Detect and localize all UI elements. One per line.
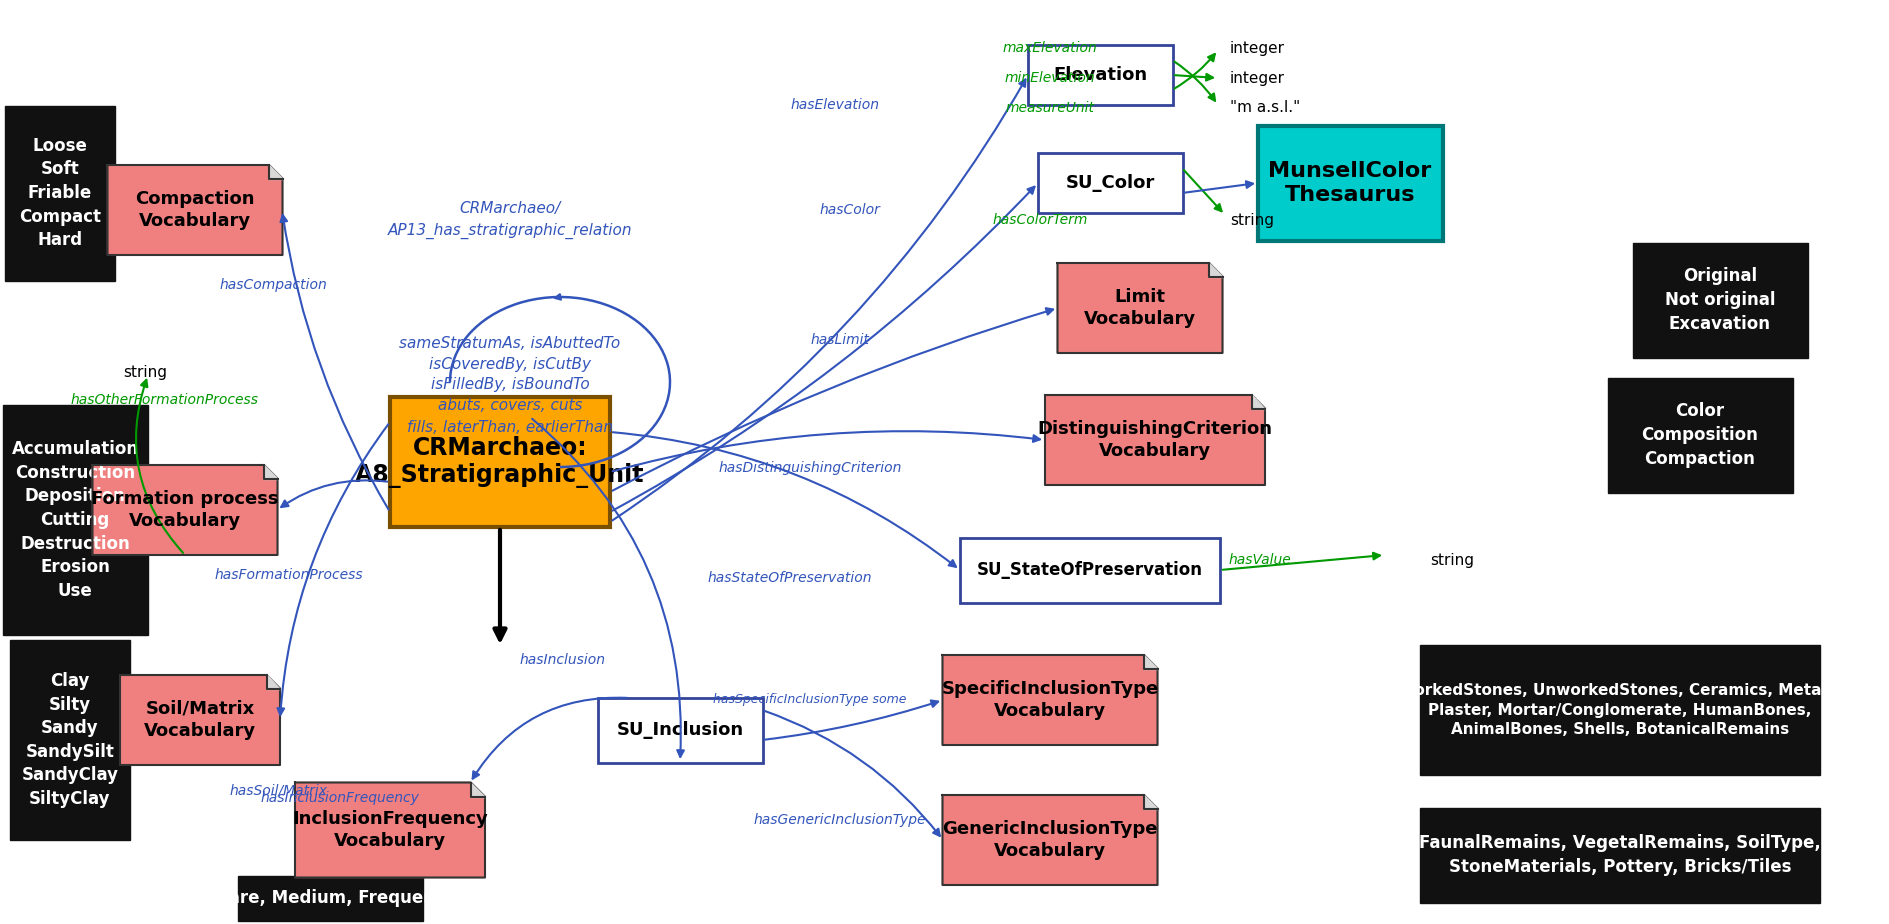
Text: hasSpecificInclusionType some: hasSpecificInclusionType some — [712, 694, 907, 707]
Text: hasInclusionFrequency: hasInclusionFrequency — [261, 791, 419, 805]
FancyBboxPatch shape — [597, 698, 761, 762]
Text: hasCompaction: hasCompaction — [219, 278, 327, 292]
FancyBboxPatch shape — [1419, 645, 1819, 775]
Text: string: string — [123, 364, 166, 380]
Text: Compaction
Vocabulary: Compaction Vocabulary — [136, 190, 255, 230]
Text: minElevation: minElevation — [1005, 71, 1096, 85]
FancyBboxPatch shape — [1632, 242, 1806, 358]
Polygon shape — [268, 165, 281, 178]
Text: string: string — [1430, 553, 1473, 567]
FancyBboxPatch shape — [2, 405, 147, 635]
Text: MunsellColor
Thesaurus: MunsellColor Thesaurus — [1268, 162, 1430, 204]
FancyBboxPatch shape — [238, 876, 423, 920]
Text: SU_StateOfPreservation: SU_StateOfPreservation — [977, 561, 1203, 579]
Text: hasColorTerm: hasColorTerm — [992, 213, 1086, 227]
Text: maxElevation: maxElevation — [1001, 41, 1098, 55]
FancyBboxPatch shape — [1419, 808, 1819, 903]
Polygon shape — [943, 655, 1156, 745]
Text: Rare, Medium, Frequent: Rare, Medium, Frequent — [217, 889, 444, 907]
Polygon shape — [1143, 655, 1156, 668]
FancyBboxPatch shape — [389, 397, 610, 527]
Text: Elevation: Elevation — [1052, 66, 1147, 84]
Polygon shape — [93, 465, 278, 555]
Text: hasGenericInclusionType: hasGenericInclusionType — [754, 813, 926, 827]
Text: hasColor: hasColor — [820, 203, 880, 217]
Text: DistinguishingCriterion
Vocabulary: DistinguishingCriterion Vocabulary — [1037, 419, 1271, 460]
Polygon shape — [470, 783, 485, 796]
Text: hasInclusion: hasInclusion — [519, 653, 606, 667]
Text: CRMarchaeo/
AP13_has_stratigraphic_relation: CRMarchaeo/ AP13_has_stratigraphic_relat… — [387, 201, 633, 238]
Text: hasDistinguishingCriterion: hasDistinguishingCriterion — [718, 461, 901, 475]
Text: "m a.s.l.": "m a.s.l." — [1230, 101, 1300, 116]
Text: hasLimit: hasLimit — [810, 333, 869, 347]
Text: Limit
Vocabulary: Limit Vocabulary — [1084, 288, 1196, 328]
Text: integer: integer — [1230, 41, 1285, 55]
Polygon shape — [1209, 263, 1222, 276]
Text: SpecificInclusionType
Vocabulary: SpecificInclusionType Vocabulary — [941, 680, 1158, 720]
Text: Color
Composition
Compaction: Color Composition Compaction — [1642, 402, 1757, 468]
Polygon shape — [264, 465, 278, 479]
Text: integer: integer — [1230, 70, 1285, 86]
Text: Formation process
Vocabulary: Formation process Vocabulary — [91, 490, 278, 530]
Text: string: string — [1230, 213, 1273, 227]
Polygon shape — [119, 675, 280, 765]
Text: WorkedStones, UnworkedStones, Ceramics, Metals,
Plaster, Mortar/Conglomerate, Hu: WorkedStones, UnworkedStones, Ceramics, … — [1398, 683, 1840, 737]
Polygon shape — [295, 783, 485, 878]
Text: hasOtherFormationProcess: hasOtherFormationProcess — [72, 393, 259, 407]
Text: hasSoil/Matrix: hasSoil/Matrix — [230, 783, 329, 797]
FancyBboxPatch shape — [1037, 153, 1183, 213]
Polygon shape — [1045, 395, 1264, 485]
Text: Accumulation
Construction
Deposition
Cutting
Destruction
Erosion
Use: Accumulation Construction Deposition Cut… — [11, 440, 138, 600]
Text: hasElevation: hasElevation — [790, 98, 878, 112]
Text: Clay
Silty
Sandy
SandySilt
SandyClay
SiltyClay: Clay Silty Sandy SandySilt SandyClay Sil… — [21, 672, 119, 808]
FancyBboxPatch shape — [6, 105, 115, 281]
Text: hasFormationProcess: hasFormationProcess — [215, 568, 363, 582]
FancyBboxPatch shape — [9, 640, 130, 840]
Text: CRMarchaeo:
A8_Stratigraphic_Unit: CRMarchaeo: A8_Stratigraphic_Unit — [355, 435, 644, 489]
Polygon shape — [266, 675, 280, 688]
FancyBboxPatch shape — [960, 538, 1220, 602]
Text: hasStateOfPreservation: hasStateOfPreservation — [706, 571, 873, 585]
Text: Original
Not original
Excavation: Original Not original Excavation — [1664, 267, 1774, 333]
Text: hasValue: hasValue — [1228, 553, 1290, 567]
Text: sameStratumAs, isAbuttedTo
isCoveredBy, isCutBy
isFilledBy, isBoundTo
abuts, cov: sameStratumAs, isAbuttedTo isCoveredBy, … — [399, 335, 620, 434]
Text: Soil/Matrix
Vocabulary: Soil/Matrix Vocabulary — [144, 699, 255, 740]
Polygon shape — [1251, 395, 1264, 408]
Text: measureUnit: measureUnit — [1005, 101, 1094, 115]
Text: Loose
Soft
Friable
Compact
Hard: Loose Soft Friable Compact Hard — [19, 137, 100, 249]
Text: InclusionFrequency
Vocabulary: InclusionFrequency Vocabulary — [293, 810, 487, 850]
FancyBboxPatch shape — [1256, 126, 1441, 240]
Polygon shape — [1058, 263, 1222, 353]
Text: FaunalRemains, VegetalRemains, SoilType,
StoneMaterials, Pottery, Bricks/Tiles: FaunalRemains, VegetalRemains, SoilType,… — [1419, 834, 1819, 876]
Text: SU_Color: SU_Color — [1065, 174, 1154, 192]
Text: GenericInclusionType
Vocabulary: GenericInclusionType Vocabulary — [943, 820, 1158, 860]
Text: SU_Inclusion: SU_Inclusion — [616, 721, 742, 739]
Polygon shape — [943, 795, 1156, 885]
FancyBboxPatch shape — [1608, 378, 1791, 492]
Polygon shape — [1143, 795, 1156, 808]
FancyBboxPatch shape — [1028, 45, 1171, 105]
Polygon shape — [108, 165, 281, 255]
